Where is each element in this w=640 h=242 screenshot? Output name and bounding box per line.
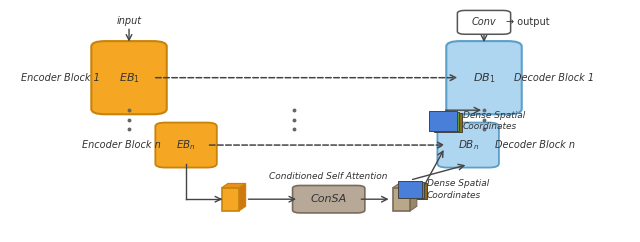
FancyBboxPatch shape [292,185,365,213]
Text: Dense Spatial
Coordinates: Dense Spatial Coordinates [427,179,489,200]
Text: Encoder Block 1: Encoder Block 1 [21,73,100,83]
FancyBboxPatch shape [92,41,167,114]
Bar [401,182,424,198]
Text: Dense Spatial
Coordinates: Dense Spatial Coordinates [463,111,525,131]
Text: input: input [116,16,141,26]
Text: $\mathit{DB}_1$: $\mathit{DB}_1$ [473,71,495,85]
Text: Encoder Block n: Encoder Block n [82,140,161,150]
Polygon shape [239,183,246,211]
Bar [221,188,239,211]
FancyBboxPatch shape [458,10,511,34]
Text: Decoder Block 1: Decoder Block 1 [514,73,594,83]
Text: → output: → output [506,17,550,27]
Bar [431,112,460,131]
Polygon shape [410,183,417,211]
FancyBboxPatch shape [446,41,522,114]
Bar [393,188,410,211]
Text: ConSA: ConSA [310,194,347,204]
FancyBboxPatch shape [437,122,499,167]
Bar [429,111,457,131]
FancyBboxPatch shape [156,122,217,167]
Text: Decoder Block n: Decoder Block n [495,140,575,150]
Text: $\mathit{EB}_1$: $\mathit{EB}_1$ [118,71,140,85]
Polygon shape [393,183,417,188]
Bar [403,183,427,199]
Text: $\mathit{DB}_n$: $\mathit{DB}_n$ [458,138,479,152]
Bar [398,182,422,198]
Polygon shape [221,183,246,188]
Text: Conv: Conv [472,17,496,27]
Text: Conditioned Self Attention: Conditioned Self Attention [269,172,388,181]
Text: $\mathit{EB}_n$: $\mathit{EB}_n$ [176,138,196,152]
Bar [434,113,462,132]
